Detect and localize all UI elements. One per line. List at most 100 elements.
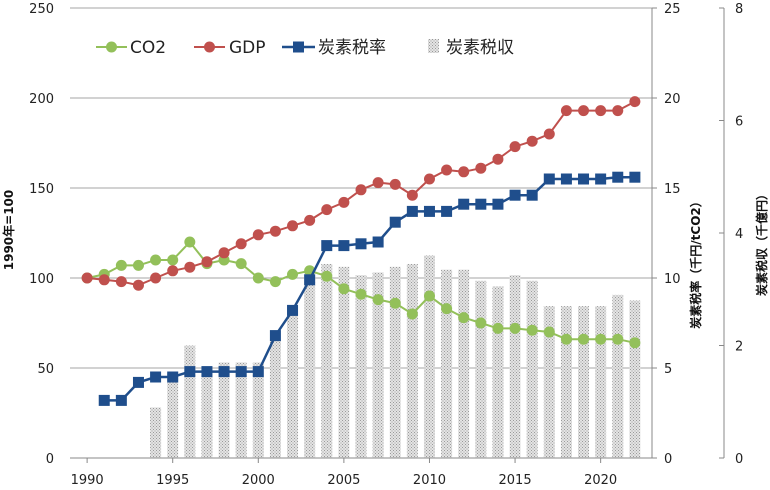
left-axis-title: 1990年=100 (1, 190, 16, 271)
tax-rate-point (167, 371, 179, 383)
left-tick-label: 250 (29, 2, 54, 17)
tax-rate-point (406, 205, 418, 217)
tax-revenue-bar (475, 280, 487, 458)
gdp-point (321, 204, 333, 216)
co2-point (338, 283, 350, 295)
gdp-point (269, 225, 281, 237)
co2-point (526, 324, 538, 336)
tax-revenue-bar (321, 263, 333, 458)
tax-revenue-bar (492, 286, 504, 458)
tax-rate-point (287, 304, 299, 316)
tax-revenue-bar (458, 269, 470, 458)
legend-item-gdp: GDP (194, 38, 266, 58)
co2-point (406, 308, 418, 320)
right-1-tick-label: 5 (664, 362, 672, 377)
co2-point (475, 317, 487, 329)
tax-rate-line (104, 175, 635, 402)
co2-point (595, 333, 607, 345)
tax-rate-point (543, 173, 555, 185)
gdp-point (458, 166, 470, 178)
left-tick-label: 100 (29, 272, 54, 287)
tax-revenue-bar (509, 275, 521, 458)
gdp-point (235, 238, 247, 250)
x-tick-label: 2005 (327, 473, 360, 488)
co2-point (578, 333, 590, 345)
x-tick-label: 2020 (584, 473, 617, 488)
right-axis-1-title: 炭素税率（千円/tCO2） (688, 195, 703, 328)
gdp-point (167, 265, 179, 277)
tax-rate-point (132, 376, 144, 388)
tax-revenue-bar (287, 306, 299, 458)
tax-rate-point (458, 198, 470, 210)
gdp-point (98, 274, 110, 286)
tax-rate-point (150, 371, 162, 383)
legend-label-tax-rate: 炭素税率 (318, 38, 386, 58)
right-2-tick-label: 2 (735, 340, 743, 355)
right-1-tick-label: 25 (664, 2, 681, 17)
gdp-point (201, 256, 213, 268)
co2-point (372, 294, 384, 306)
right-2-tick-label: 8 (735, 2, 743, 17)
right-axis-2-title: 炭素税収（千億円） (754, 188, 769, 296)
right-2-tick-label: 4 (735, 227, 743, 242)
tax-rate-point (252, 366, 264, 378)
tax-revenue-bar (355, 275, 367, 458)
x-tick-label: 2015 (499, 473, 532, 488)
tax-revenue-bar (560, 306, 572, 458)
co2-point (235, 258, 247, 270)
tax-rate-point (578, 173, 590, 185)
tax-revenue-bar (304, 272, 316, 458)
co2-point (629, 337, 641, 349)
gdp-point (252, 229, 264, 241)
co2-point (423, 290, 435, 302)
tax-revenue-bar (629, 300, 641, 458)
legend-item-tax-rate: 炭素税率 (282, 38, 386, 58)
tax-rate-point (492, 198, 504, 210)
gdp-point (389, 178, 401, 190)
tax-revenue-bar (578, 306, 590, 458)
gdp-point (441, 164, 453, 176)
co2-point (458, 312, 470, 324)
x-tick-label: 1995 (156, 473, 189, 488)
tax-rate-point (201, 366, 213, 378)
gdp-point (372, 177, 384, 189)
co2-point (509, 322, 521, 334)
axes (70, 7, 725, 463)
tax-rate-point (235, 366, 247, 378)
co2-point (389, 297, 401, 309)
tax-revenue-bar (441, 269, 453, 458)
tax-rate-point (612, 171, 624, 183)
x-tick-label: 2010 (413, 473, 446, 488)
tax-revenue-bar (167, 373, 179, 458)
left-tick-label: 50 (37, 362, 54, 377)
tax-rate-point (355, 238, 367, 250)
x-tick-label: 2000 (242, 473, 275, 488)
gdp-point (629, 96, 641, 108)
series-lines (81, 96, 641, 406)
right-1-tick-label: 0 (664, 452, 672, 467)
tax-rate-point (389, 216, 401, 228)
co2-point (132, 259, 144, 271)
tax-rate-point (629, 171, 641, 183)
gdp-point (612, 105, 624, 117)
co2-point (287, 268, 299, 280)
tax-revenue-bar (526, 280, 538, 458)
gdp-point (578, 105, 590, 117)
co2-point (612, 333, 624, 345)
gdp-point (304, 214, 316, 226)
legend: CO2 GDP 炭素税率 炭素税収 (96, 38, 514, 58)
gdp-point (595, 105, 607, 117)
tax-rate-point (509, 189, 521, 201)
tax-rate-point (595, 173, 607, 185)
tax-rate-point (184, 366, 196, 378)
right-1-tick-label: 20 (664, 92, 681, 107)
co2-point (355, 288, 367, 300)
co2-point (560, 333, 572, 345)
tax-revenue-bar (150, 407, 162, 458)
tax-revenue-bar (201, 373, 213, 458)
left-tick-label: 200 (29, 92, 54, 107)
tax-rate-point (441, 205, 453, 217)
co2-point (543, 326, 555, 338)
tax-revenue-bar (218, 362, 230, 458)
